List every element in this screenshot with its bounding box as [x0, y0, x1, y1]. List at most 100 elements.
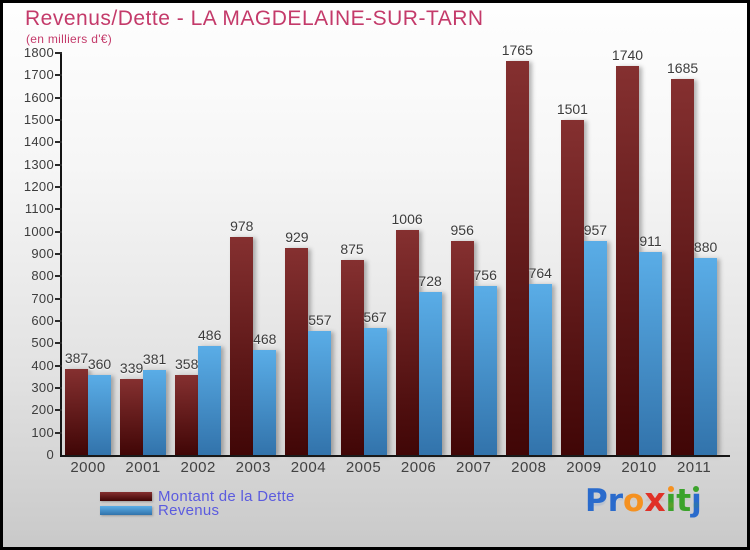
y-tick-label: 1200 [23, 179, 54, 194]
value-label-dette-2003: 978 [230, 217, 254, 234]
bar-dette-2010 [616, 66, 639, 455]
value-label-revenus-2002: 486 [198, 327, 222, 344]
x-tick-label-2006: 2006 [400, 459, 437, 476]
logo-letter: t [676, 483, 692, 519]
y-tick [55, 320, 62, 322]
proxiti-logo: Proxı tȷ Proxı tȷ [585, 475, 702, 546]
bar-dette-2009 [560, 119, 584, 455]
y-tick-label: 0 [46, 447, 54, 462]
bar-dette-2006 [395, 230, 419, 455]
proxiti-logo-text: Proxı tȷ [585, 483, 702, 518]
value-label-revenus-2008: 764 [528, 265, 552, 282]
legend-label-dette: Montant de la Dette [158, 487, 295, 505]
bar-dette-2003 [230, 236, 254, 455]
y-tick [55, 186, 62, 188]
logo-letter: r [607, 475, 624, 511]
value-label-revenus-2009: 957 [583, 222, 608, 239]
value-label-dette-2007: 956 [450, 222, 474, 239]
chart-subtitle: (en milliers d'€) [26, 32, 113, 46]
y-tick-label: 1300 [23, 156, 54, 172]
logo-letter: ȷ [691, 483, 702, 519]
logo-letter-dot [667, 486, 674, 492]
y-tick-label: 800 [31, 268, 54, 284]
logo-letter-dot [693, 486, 700, 492]
bar-dette-2005 [340, 259, 364, 455]
value-label-revenus-2005: 567 [363, 309, 387, 326]
y-tick-label: 700 [31, 290, 54, 306]
y-tick-label: 1500 [23, 112, 54, 127]
value-label-dette-2001: 339 [119, 360, 144, 377]
y-tick-label: 300 [31, 380, 54, 395]
chart-title: Revenus/Dette - LA MAGDELAINE-SUR-TARN [25, 7, 484, 30]
value-label-dette-2010: 1740 [611, 47, 644, 64]
logo-letter: o [623, 475, 645, 511]
logo-letter-dot [667, 502, 674, 508]
x-tick-label-2011: 2011 [676, 459, 712, 476]
bar-dette-2000 [65, 368, 88, 455]
y-tick [55, 275, 62, 278]
logo-letter: ı [665, 483, 677, 519]
y-tick-label: 600 [31, 313, 54, 328]
value-label-revenus-2003: 468 [253, 331, 277, 348]
bar-revenus-2006 [418, 292, 442, 455]
y-tick [55, 431, 62, 434]
y-tick [55, 409, 62, 412]
y-tick [55, 387, 62, 389]
y-tick [55, 364, 62, 367]
value-label-revenus-2007: 756 [473, 267, 497, 284]
x-tick-label-2004: 2004 [290, 459, 327, 476]
y-tick-label: 1400 [23, 134, 54, 150]
logo-letter-dot [693, 502, 700, 508]
value-label-dette-2004: 929 [285, 228, 309, 245]
logo-letter: r [607, 483, 624, 519]
x-tick-label-2000: 2000 [70, 459, 106, 476]
logo-letter: o [623, 483, 645, 519]
value-label-revenus-2010: 911 [639, 232, 662, 249]
x-tick-label-2007: 2007 [456, 459, 492, 476]
y-tick [55, 297, 62, 300]
logo-letter: ı [665, 475, 677, 511]
legend-swatch-dette [100, 491, 152, 501]
y-tick [55, 74, 62, 77]
bar-dette-2007 [450, 241, 474, 455]
legend: Montant de la Dette Revenus [100, 487, 295, 519]
y-tick [55, 141, 62, 144]
bar-dette-2002 [175, 375, 199, 455]
proxiti-logo-reflection: Proxı tȷ [585, 475, 702, 514]
y-tick [55, 253, 62, 255]
bar-revenus-2002 [198, 346, 222, 455]
value-label-dette-2002: 358 [175, 356, 199, 373]
value-label-dette-2000: 387 [64, 349, 89, 366]
legend-swatch-revenus [100, 505, 152, 515]
bar-revenus-2011 [694, 258, 718, 455]
y-tick-label: 1800 [23, 45, 54, 60]
bar-revenus-2008 [528, 284, 552, 455]
legend-label-revenus: Revenus [158, 501, 220, 519]
x-tick-label-2003: 2003 [235, 459, 271, 476]
y-tick-label: 1600 [23, 89, 54, 105]
y-tick-label: 100 [31, 424, 54, 440]
value-label-revenus-2006: 728 [418, 273, 442, 290]
plot-area: 0 100 200 300 400 500 600 700 800 900 1000 1100 1200… [3, 3, 747, 547]
y-tick-label: 400 [31, 357, 54, 373]
bar-revenus-2007 [473, 286, 497, 455]
value-label-revenus-2001: 381 [142, 350, 167, 367]
value-label-dette-2005: 875 [340, 240, 364, 257]
x-tick-label-2008: 2008 [511, 459, 547, 476]
bar-revenus-2003 [253, 350, 277, 455]
logo-letter: x [644, 480, 666, 519]
bar-dette-2008 [505, 60, 529, 455]
value-label-dette-2008: 1765 [501, 41, 533, 58]
value-label-revenus-2011: 880 [693, 239, 718, 256]
legend-row-revenus: Revenus [100, 501, 295, 519]
logo-letter: P [585, 483, 608, 519]
value-label-dette-2006: 1006 [391, 211, 423, 228]
y-tick [55, 96, 62, 99]
logo-letter: t [676, 475, 692, 511]
value-label-revenus-2004: 557 [308, 311, 332, 328]
bar-dette-2001 [120, 379, 144, 455]
y-tick [55, 52, 62, 54]
legend-row-dette: Montant de la Dette [100, 487, 295, 505]
bar-revenus-2001 [143, 369, 167, 455]
